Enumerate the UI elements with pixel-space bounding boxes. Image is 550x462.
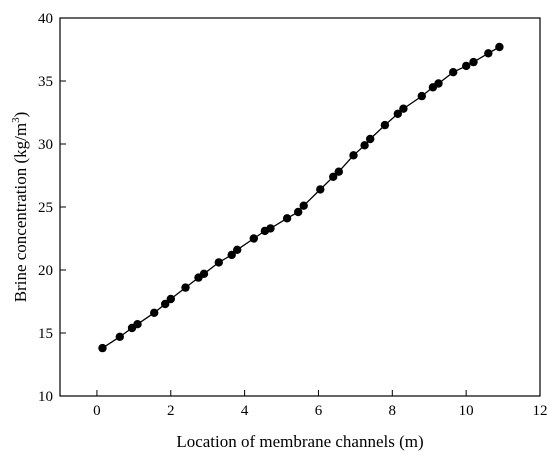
data-point [360,141,369,150]
y-axis-title-suffix: ) [11,112,30,118]
x-tick-label: 12 [533,403,548,419]
data-point [462,61,471,71]
data-point [495,42,504,52]
y-tick-label: 30 [38,137,53,153]
data-point [150,308,159,317]
data-point [227,250,236,260]
data-point [214,258,223,267]
x-axis-ticks: 0 2 4 6 8 10 12 [93,390,548,419]
data-point [115,332,125,341]
y-tick-label: 10 [38,389,53,405]
data-point [316,185,325,194]
data-point [181,283,190,292]
x-axis-title: Location of membrane channels (m) [176,432,423,451]
data-point [380,120,390,130]
x-tick-label: 2 [167,403,175,419]
y-tick-label: 40 [38,11,53,27]
data-point [233,245,242,254]
data-point [334,167,343,176]
x-tick-label: 8 [389,403,397,419]
data-point [166,294,175,304]
data-point [249,234,258,243]
y-tick-label: 25 [38,200,53,216]
y-tick-label: 20 [38,263,53,279]
data-point [133,320,142,329]
data-point [417,91,426,101]
data-point [266,224,275,233]
data-point [449,68,458,77]
data-point [199,269,209,278]
data-point [282,214,292,223]
data-point [469,57,478,67]
x-tick-label: 4 [241,403,249,419]
y-tick-label: 35 [38,74,53,90]
data-point [329,172,338,181]
data-points [98,42,504,353]
y-axis-title: Brine concentration (kg/m3) [10,112,30,303]
data-point [349,151,358,160]
y-axis-title-superscript: 3 [10,117,22,123]
data-point [299,201,308,210]
data-point [161,299,170,309]
data-point [434,79,443,88]
y-tick-label: 15 [38,326,53,342]
data-point [484,49,493,58]
y-axis-title-main: Brine concentration (kg/m [11,123,30,302]
data-point [366,134,375,144]
data-point [98,343,107,353]
x-tick-label: 6 [315,403,323,419]
y-axis-ticks: 10 15 20 25 30 35 40 [38,11,66,405]
data-point [294,207,303,217]
x-tick-label: 0 [93,403,101,419]
data-point [399,104,408,113]
data-point [393,109,402,119]
x-tick-label: 10 [459,403,474,419]
